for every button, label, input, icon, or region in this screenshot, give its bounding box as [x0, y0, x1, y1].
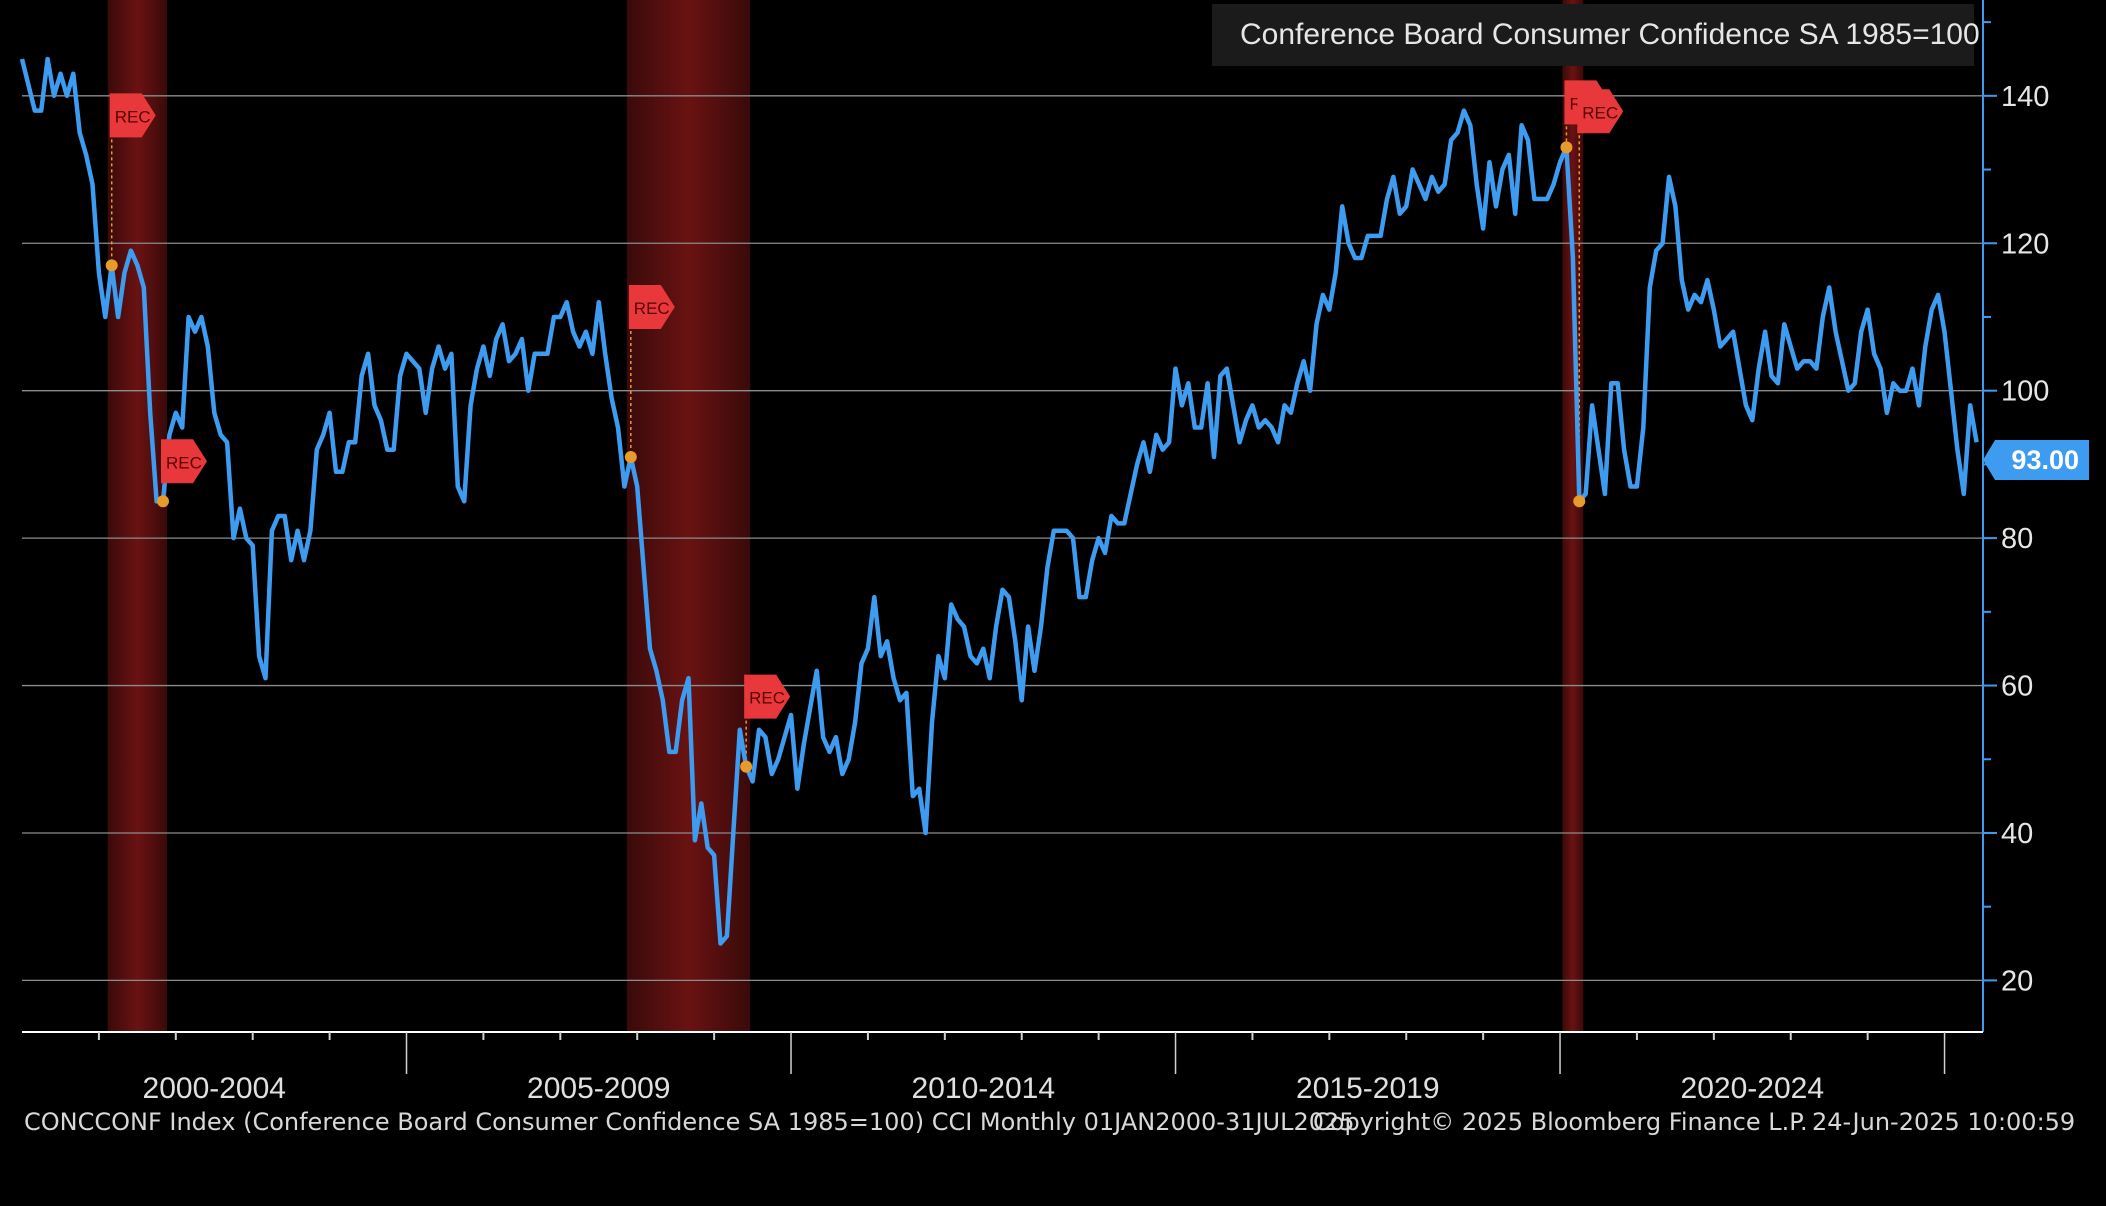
x-tick-label: 2005-2009 [527, 1072, 670, 1105]
rec-marker: REC [1577, 89, 1624, 134]
rec-marker: REC [109, 93, 156, 138]
y-tick-label: 100 [2001, 376, 2049, 408]
x-tick-label: 2010-2014 [912, 1072, 1055, 1105]
y-tick-label: 120 [2001, 228, 2049, 260]
x-tick-label: 2000-2004 [143, 1072, 286, 1105]
rec-marker-dot [740, 760, 753, 773]
gridlines [22, 95, 1983, 982]
rec-marker-dot [1573, 495, 1586, 508]
series-line [19, 56, 1979, 946]
x-tick-label: 2015-2019 [1296, 1072, 1439, 1105]
y-tick-label: 20 [2001, 965, 2033, 997]
rec-marker: REC [628, 285, 675, 330]
rec-marker: REC [744, 674, 791, 719]
rec-marker-dot [105, 259, 118, 272]
recession-bands [107, 0, 1584, 1032]
rec-marker: REC [160, 439, 207, 484]
rec-marker-label: REC [749, 689, 785, 708]
footer-copyright: Copyright© 2025 Bloomberg Finance L.P. [1313, 1108, 1808, 1136]
x-axis-labels: 2000-2004 2005-2009 2010-2014 2015-2019 2020… [143, 1072, 1825, 1105]
rec-marker-shape [1577, 89, 1624, 134]
x-tick-label: 2020-2024 [1681, 1072, 1824, 1105]
axes [22, 0, 1997, 1074]
recession-markers: RECRECRECRECRECREC [105, 80, 1624, 773]
rec-marker-label: REC [1582, 103, 1618, 122]
rec-marker-label: REC [634, 299, 670, 318]
rec-marker-dot [624, 451, 637, 464]
rec-marker-dot [1560, 141, 1573, 154]
rec-marker-label: REC [166, 453, 202, 472]
legend-label: Conference Board Consumer Confidence SA … [1240, 18, 1980, 51]
last-value-label: 93.00 [2011, 445, 2079, 475]
series-layer [19, 56, 1979, 946]
rec-marker-shape [628, 285, 675, 330]
last-value-tag: 93.00 [1983, 440, 2089, 480]
rec-marker-dot [156, 495, 169, 508]
rec-marker-shape [109, 93, 156, 138]
y-tick-label: 40 [2001, 818, 2033, 850]
last-value-tag-shape [1983, 440, 2089, 480]
footer-timestamp: 24-Jun-2025 10:00:59 [1812, 1108, 2076, 1136]
rec-marker-shape [744, 674, 791, 719]
footer-source: CONCCONF Index (Conference Board Consume… [24, 1108, 1355, 1136]
legend: Conference Board Consumer Confidence SA … [1212, 4, 1980, 66]
rec-marker-label: REC [115, 107, 151, 126]
y-tick-label: 80 [2001, 523, 2033, 555]
rec-marker-shape [160, 439, 207, 484]
recession-band [107, 0, 167, 1032]
recession-band [1562, 0, 1584, 1032]
y-tick-label: 140 [2001, 81, 2049, 113]
y-axis-labels: 20 40 60 80 100 120 140 [2001, 81, 2049, 998]
y-tick-label: 60 [2001, 671, 2033, 703]
